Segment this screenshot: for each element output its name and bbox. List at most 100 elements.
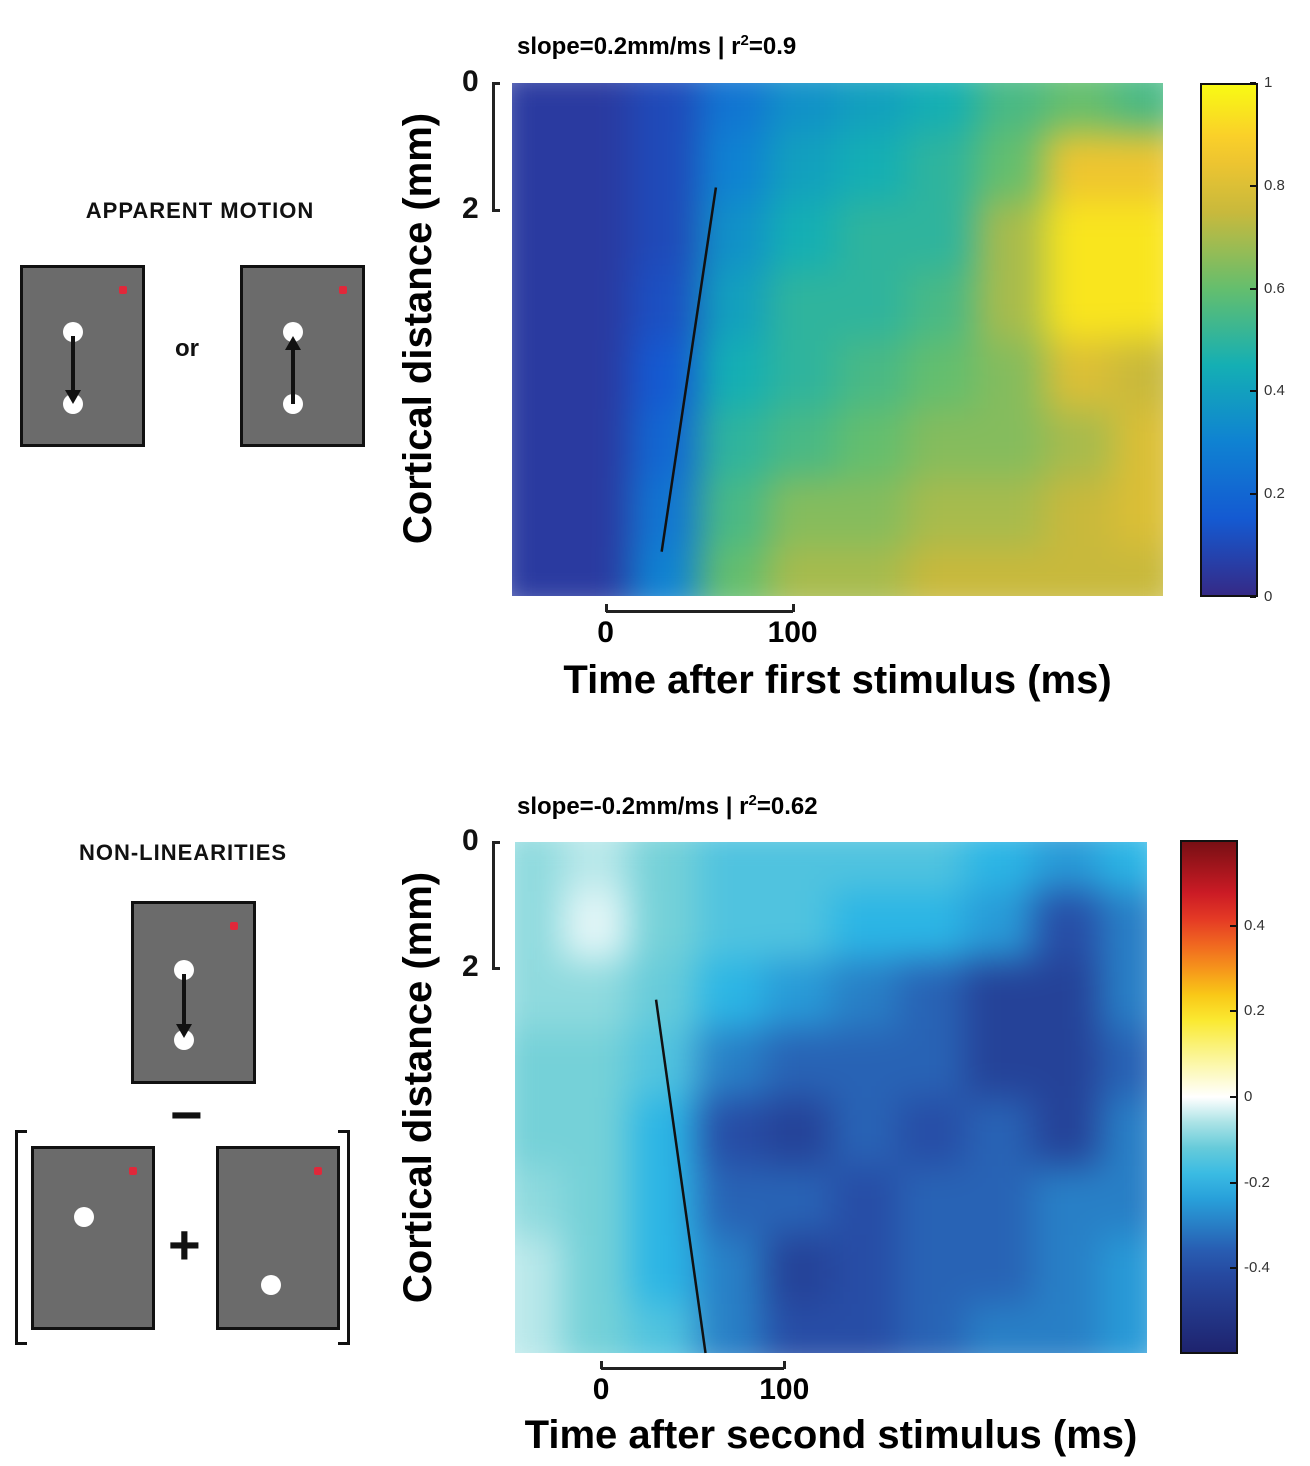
x-tick-label: 100 (767, 616, 818, 649)
heatmap-cell (898, 959, 966, 1029)
heatmap-cell (699, 83, 769, 133)
heatmap-cell (699, 270, 769, 340)
heatmap-cell (562, 1235, 630, 1305)
heatmap-cell (1113, 477, 1163, 547)
heatmap-cell (630, 270, 700, 340)
stimulus-dot (174, 1030, 194, 1050)
heatmap-cell (763, 842, 831, 891)
heatmap-cell (906, 201, 976, 271)
heatmap-cell (512, 477, 562, 547)
heatmap-cell (975, 408, 1045, 478)
heatmap-cell (1044, 339, 1114, 409)
heatmap-cell (699, 546, 769, 596)
heatmap-cell (1113, 201, 1163, 271)
heatmap-cell (965, 959, 1033, 1029)
heatmap-cell (1044, 201, 1114, 271)
heatmap-cell (562, 1304, 630, 1353)
heatmap-cell (906, 546, 976, 596)
y-axis-label: Cortical distance (mm) (395, 871, 440, 1303)
heatmap-area (512, 83, 1163, 596)
heatmap-cell (837, 546, 907, 596)
heatmap-cell (768, 83, 838, 133)
y-scalebar-tick (492, 967, 500, 971)
stimulus-up (240, 265, 365, 447)
heatmap-cell (629, 1028, 697, 1098)
heatmap-cell (1032, 1304, 1100, 1353)
title-value: =0.62 (756, 793, 818, 820)
fixation-point-icon (339, 286, 347, 294)
title-text: slope=0.2mm/ms | r (517, 33, 741, 60)
x-scalebar-tick (604, 604, 608, 612)
heatmap-cell (696, 890, 764, 960)
heatmap-cell (830, 1028, 899, 1098)
colorbar-tick-label: 0.4 (1264, 382, 1285, 400)
heatmap-cell (975, 132, 1045, 202)
stimulus-top-only (31, 1146, 155, 1330)
heatmap-cell (629, 890, 697, 960)
heatmap-cell (975, 270, 1045, 340)
heatmap-cell (1032, 1235, 1100, 1305)
fixation-point-icon (129, 1167, 137, 1175)
heatmap-cell (1044, 546, 1114, 596)
heatmap-cell (630, 477, 700, 547)
heatmap-cell (768, 546, 838, 596)
heatmap-cell (1099, 1028, 1147, 1098)
heatmap-cell (562, 1166, 630, 1236)
heatmap-area (515, 842, 1147, 1353)
colorbar (1180, 840, 1238, 1354)
non-linearities-label: NON-LINEARITIES (78, 840, 288, 865)
stimulus-dot (283, 322, 303, 342)
y-scalebar-tick (492, 82, 500, 85)
heatmap-cell (699, 201, 769, 271)
heatmap-cell (512, 408, 562, 478)
colorbar-tick (1250, 493, 1256, 496)
colorbar-tick (1250, 184, 1256, 187)
x-axis-label: Time after second stimulus (ms) (524, 1413, 1138, 1457)
heatmap-cell (629, 1166, 697, 1236)
colorbar-tick-label: 0.2 (1244, 1002, 1265, 1020)
colorbar-tick-label: -0.2 (1244, 1173, 1270, 1191)
chart-title: slope=0.2mm/ms | r2=0.9 (517, 32, 796, 61)
heatmap-cell (630, 83, 700, 133)
right-bracket (338, 1130, 350, 1345)
heatmap-cell (515, 959, 563, 1029)
stimulus-dot (74, 1207, 94, 1227)
y-scalebar (492, 83, 495, 210)
heatmap-cell (515, 1028, 563, 1098)
colorbar-tick (1250, 287, 1256, 290)
heatmap-cell (906, 83, 976, 133)
heatmap-cell (1044, 477, 1114, 547)
stimulus-dot (261, 1275, 281, 1295)
heatmap-cell (630, 546, 700, 596)
arrow-down-icon (176, 974, 192, 1038)
colorbar-tick-label: 1 (1264, 74, 1273, 91)
heatmap-cell (763, 959, 831, 1029)
colorbar-tick (1230, 1010, 1236, 1013)
x-tick-label: 0 (597, 616, 614, 649)
heatmap-cell (562, 959, 630, 1029)
heatmap-cell (975, 201, 1045, 271)
minus-sign: − (170, 1083, 203, 1146)
y-tick-label: 2 (462, 191, 479, 225)
title-text: slope=-0.2mm/ms | r (517, 793, 749, 820)
or-label: or (175, 335, 199, 362)
heatmap-cell (830, 890, 899, 960)
title-superscript: 2 (748, 792, 757, 809)
x-scalebar (601, 1367, 785, 1370)
y-axis-label: Cortical distance (mm) (395, 112, 440, 544)
heatmap-cell (561, 270, 631, 340)
colorbar (1200, 83, 1258, 597)
left-bracket (15, 1130, 27, 1345)
y-tick-label: 0 (462, 824, 479, 857)
heatmap-cell (1099, 959, 1147, 1029)
heatmap-cell (699, 408, 769, 478)
heatmap-cell (830, 1304, 899, 1353)
title-value: =0.9 (748, 33, 797, 60)
heatmap-cell (1113, 339, 1163, 409)
heatmap-cell (630, 132, 700, 202)
colorbar-tick (1250, 390, 1256, 393)
heatmap-cell (1113, 83, 1163, 133)
title-superscript: 2 (740, 32, 749, 49)
x-scalebar-tick (791, 604, 795, 612)
heatmap-cell (837, 132, 907, 202)
